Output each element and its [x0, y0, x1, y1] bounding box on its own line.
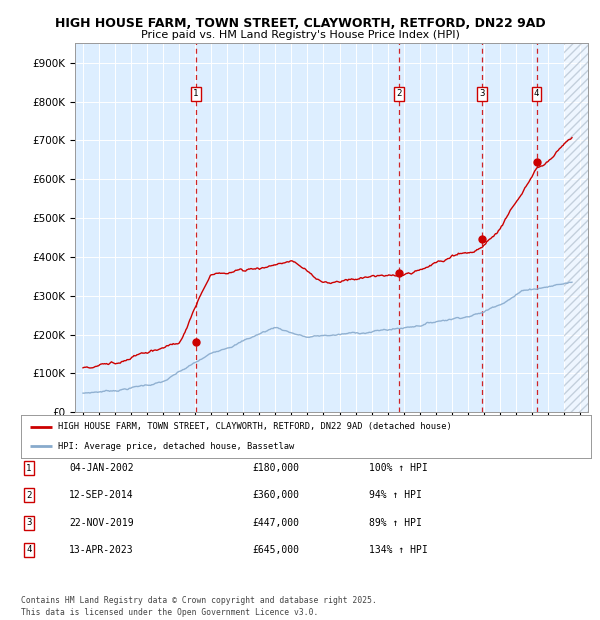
Text: 1: 1	[193, 89, 199, 99]
Text: 100% ↑ HPI: 100% ↑ HPI	[369, 463, 428, 473]
Text: 134% ↑ HPI: 134% ↑ HPI	[369, 545, 428, 555]
Text: 2: 2	[397, 89, 401, 99]
Text: 4: 4	[26, 546, 31, 554]
Text: 3: 3	[479, 89, 485, 99]
Text: Contains HM Land Registry data © Crown copyright and database right 2025.
This d: Contains HM Land Registry data © Crown c…	[21, 596, 377, 617]
Text: £360,000: £360,000	[252, 490, 299, 500]
Text: HPI: Average price, detached house, Bassetlaw: HPI: Average price, detached house, Bass…	[58, 441, 295, 451]
Text: 12-SEP-2014: 12-SEP-2014	[69, 490, 134, 500]
Text: 89% ↑ HPI: 89% ↑ HPI	[369, 518, 422, 528]
Text: HIGH HOUSE FARM, TOWN STREET, CLAYWORTH, RETFORD, DN22 9AD: HIGH HOUSE FARM, TOWN STREET, CLAYWORTH,…	[55, 17, 545, 30]
Text: 1: 1	[26, 464, 31, 472]
Text: 04-JAN-2002: 04-JAN-2002	[69, 463, 134, 473]
Text: 94% ↑ HPI: 94% ↑ HPI	[369, 490, 422, 500]
Text: £447,000: £447,000	[252, 518, 299, 528]
Text: 3: 3	[26, 518, 31, 527]
Text: HIGH HOUSE FARM, TOWN STREET, CLAYWORTH, RETFORD, DN22 9AD (detached house): HIGH HOUSE FARM, TOWN STREET, CLAYWORTH,…	[58, 422, 452, 432]
Text: £180,000: £180,000	[252, 463, 299, 473]
Text: Price paid vs. HM Land Registry's House Price Index (HPI): Price paid vs. HM Land Registry's House …	[140, 30, 460, 40]
Text: 2: 2	[26, 491, 31, 500]
Text: 22-NOV-2019: 22-NOV-2019	[69, 518, 134, 528]
Text: 13-APR-2023: 13-APR-2023	[69, 545, 134, 555]
Text: £645,000: £645,000	[252, 545, 299, 555]
Text: 4: 4	[534, 89, 539, 99]
